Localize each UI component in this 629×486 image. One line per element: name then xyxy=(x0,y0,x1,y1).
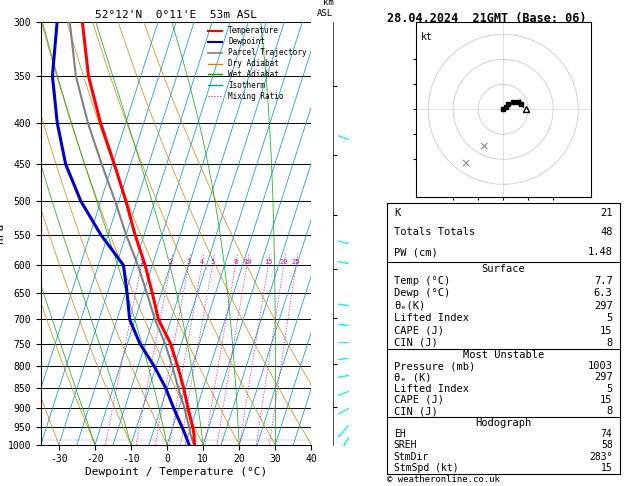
Text: ×: × xyxy=(460,158,471,171)
Text: 8: 8 xyxy=(606,338,613,348)
Text: 4: 4 xyxy=(200,260,204,265)
Text: Lifted Index: Lifted Index xyxy=(394,313,469,323)
Text: 28.04.2024  21GMT (Base: 06): 28.04.2024 21GMT (Base: 06) xyxy=(387,12,586,25)
Text: 283°: 283° xyxy=(589,452,613,462)
Text: 74: 74 xyxy=(601,429,613,439)
Text: Hodograph: Hodograph xyxy=(475,417,532,428)
Text: 48: 48 xyxy=(600,227,613,238)
Text: SREH: SREH xyxy=(394,440,417,451)
Text: Surface: Surface xyxy=(481,263,525,274)
Text: 2: 2 xyxy=(169,260,173,265)
Legend: Temperature, Dewpoint, Parcel Trajectory, Dry Adiabat, Wet Adiabat, Isotherm, Mi: Temperature, Dewpoint, Parcel Trajectory… xyxy=(205,23,310,104)
Text: km
ASL: km ASL xyxy=(317,0,333,17)
Text: 58: 58 xyxy=(601,440,613,451)
Text: StmSpd (kt): StmSpd (kt) xyxy=(394,463,459,473)
Text: LCL: LCL xyxy=(311,436,331,445)
Text: 8: 8 xyxy=(606,406,613,416)
Text: 25: 25 xyxy=(292,260,301,265)
Text: 7.7: 7.7 xyxy=(594,276,613,286)
Text: Lifted Index: Lifted Index xyxy=(394,383,469,394)
Text: θₑ(K): θₑ(K) xyxy=(394,301,425,311)
Text: PW (cm): PW (cm) xyxy=(394,247,438,258)
X-axis label: Dewpoint / Temperature (°C): Dewpoint / Temperature (°C) xyxy=(85,467,267,477)
Text: © weatheronline.co.uk: © weatheronline.co.uk xyxy=(387,474,499,484)
Text: 5: 5 xyxy=(606,383,613,394)
Text: StmDir: StmDir xyxy=(394,452,429,462)
Text: 15: 15 xyxy=(264,260,272,265)
Text: Pressure (mb): Pressure (mb) xyxy=(394,361,475,371)
Y-axis label: hPa: hPa xyxy=(0,223,5,243)
Text: 297: 297 xyxy=(594,372,613,382)
Text: K: K xyxy=(394,208,400,218)
Text: 15: 15 xyxy=(600,326,613,335)
Text: CAPE (J): CAPE (J) xyxy=(394,395,444,405)
Text: 1: 1 xyxy=(139,260,143,265)
Text: Dewp (°C): Dewp (°C) xyxy=(394,288,450,298)
Title: 52°12'N  0°11'E  53m ASL: 52°12'N 0°11'E 53m ASL xyxy=(95,10,257,20)
Text: 21: 21 xyxy=(600,208,613,218)
Text: Temp (°C): Temp (°C) xyxy=(394,276,450,286)
Text: 6.3: 6.3 xyxy=(594,288,613,298)
Text: EH: EH xyxy=(394,429,406,439)
Text: 10: 10 xyxy=(243,260,251,265)
Text: 1003: 1003 xyxy=(587,361,613,371)
Text: 3: 3 xyxy=(186,260,191,265)
Text: 5: 5 xyxy=(606,313,613,323)
Text: 15: 15 xyxy=(600,395,613,405)
Text: 5: 5 xyxy=(210,260,214,265)
Text: Totals Totals: Totals Totals xyxy=(394,227,475,238)
Text: kt: kt xyxy=(421,32,433,42)
Text: ×: × xyxy=(478,140,489,154)
Text: Most Unstable: Most Unstable xyxy=(462,350,544,360)
Text: 1.48: 1.48 xyxy=(587,247,613,258)
Text: 8: 8 xyxy=(233,260,238,265)
Text: θₑ (K): θₑ (K) xyxy=(394,372,431,382)
Text: CAPE (J): CAPE (J) xyxy=(394,326,444,335)
Text: 15: 15 xyxy=(601,463,613,473)
Text: CIN (J): CIN (J) xyxy=(394,338,438,348)
Text: CIN (J): CIN (J) xyxy=(394,406,438,416)
Text: 20: 20 xyxy=(279,260,288,265)
Text: 297: 297 xyxy=(594,301,613,311)
